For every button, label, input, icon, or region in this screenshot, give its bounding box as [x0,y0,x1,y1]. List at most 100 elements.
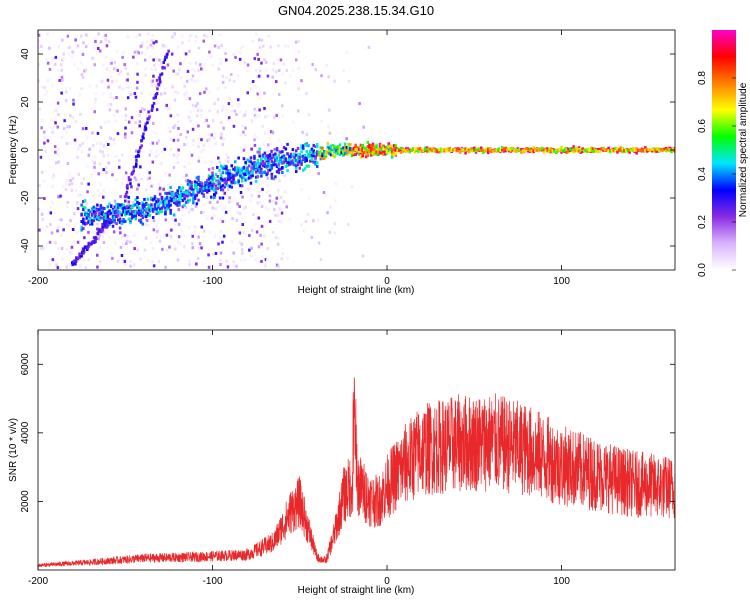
spectrogram-cell [104,214,108,218]
spectrogram-cell [286,142,289,146]
spectrogram-cell [85,216,89,220]
spectrogram-cell [343,147,347,151]
spectrogram-cell [476,146,479,150]
spectrogram-cell [38,207,40,211]
spectrogram-cell [652,147,656,151]
spectrogram-cell [120,222,123,226]
spectrogram-cell [161,43,165,47]
spectrogram-cell [179,133,183,137]
spectrogram-cell [480,148,483,152]
spectrogram-cell [289,162,293,166]
spectrogram-cell [125,205,129,209]
spectrogram-cell [523,149,527,152]
spectrogram-cell [101,209,104,212]
spectrogram-cell [200,211,203,214]
spectrogram-cell [163,44,166,48]
spectrogram-cell [220,177,223,181]
spectrogram-cell [230,164,233,168]
spectrogram-cell [185,193,188,197]
spectrogram-cell [274,150,277,154]
spectrogram-cell [185,179,188,183]
spectrogram-cell [286,164,289,167]
spectrogram-cell [113,67,116,71]
spectrogram-cell [501,146,504,149]
spectrogram-cell [139,218,143,222]
spectrogram-cell [99,149,102,153]
spectrogram-cell [70,189,74,192]
spectrogram-cell [520,148,523,152]
spectrogram-cell [495,148,499,152]
spectrogram-cell [213,193,216,197]
spectrogram-cell [129,221,132,225]
spectrogram-cell [142,132,145,136]
spectrogram-cell [255,230,259,234]
spectrogram-cell [55,263,58,267]
spectrogram-cell [532,146,535,150]
spectrogram-cell [192,197,195,200]
spectrogram-cell [429,149,432,153]
spectrogram-cell [87,230,90,234]
spectrogram-cell [367,45,371,49]
spectrogram-cell [254,162,258,165]
spectrogram-cell [134,121,137,125]
spectrogram-cell [94,155,97,159]
spectrogram-cell [176,191,179,195]
spectrogram-cell [528,149,532,153]
spectrogram-cell [406,148,410,152]
spectrogram-cell [38,40,40,43]
spectrogram-cell [459,150,462,154]
spectrogram-cell [177,240,180,244]
spectrogram-cell [123,195,127,199]
spectrogram-cell [196,79,199,83]
spectrogram-cell [628,148,631,152]
spectrogram-cell [125,211,129,215]
spectrogram-cell [94,207,97,210]
spectrogram-cell [508,149,511,153]
spectrogram-cell [207,174,211,178]
spectrogram-cell [262,142,265,145]
spectrogram-cell [310,147,314,151]
spectrogram-cell [68,125,71,129]
spectrogram-cell [46,61,50,65]
spectrogram-cell [237,166,240,170]
spectrogram-cell [638,149,642,153]
spectrogram-cell [113,96,116,100]
spectrogram-cell [145,210,148,214]
spectrogram-cell [156,230,159,233]
spectrogram-cell [359,143,363,147]
spectrogram-cell [146,212,150,216]
spectrogram-cell [448,148,452,152]
spectrogram-cell [151,33,155,37]
spectrogram-cell [153,207,157,211]
spectrogram-cell [161,247,164,251]
spectrogram-cell [82,205,85,209]
spectrogram-cell [633,148,637,152]
spectrogram-cell [232,124,236,128]
spectrogram-cell [74,38,77,42]
spectrogram-cell [282,62,286,66]
y-tick-label: 20 [20,96,31,108]
spectrogram-cell [208,90,211,94]
spectrogram-cell [213,136,216,140]
spectrogram-cells [38,32,675,270]
spectrogram-cell [151,259,154,263]
spectrogram-cell [302,144,305,148]
spectrogram-cell [242,45,245,49]
spectrogram-cell [277,164,281,168]
spectrogram-cell [581,147,584,151]
spectrogram-cell [55,108,58,112]
spectrogram-cell [172,201,176,204]
spectrogram-cell [251,167,254,170]
spectrogram-cell [217,242,220,246]
spectrogram-cell [90,207,94,211]
spectrogram-cell [160,150,163,154]
spectrogram-cell [216,97,220,101]
spectrogram-cell [144,122,148,126]
spectrogram-cell [229,162,233,166]
spectrogram-cell [177,126,180,130]
spectrogram-cell [155,235,159,239]
spectrogram-cell [220,174,223,178]
spectrogram-cell [51,185,54,189]
spectrogram-cell [107,161,110,165]
